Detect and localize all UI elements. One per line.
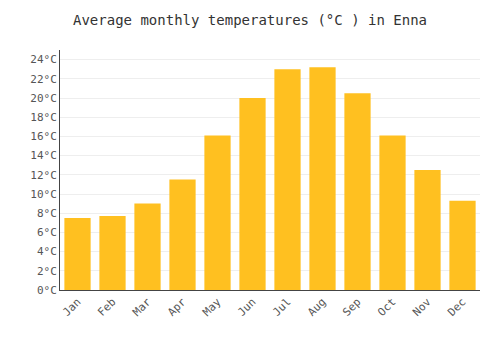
svg-text:Dec: Dec xyxy=(445,296,468,319)
svg-text:Aug: Aug xyxy=(305,296,328,319)
svg-text:14°C: 14°C xyxy=(30,149,57,162)
svg-text:12°C: 12°C xyxy=(30,169,57,182)
svg-text:20°C: 20°C xyxy=(30,92,57,105)
svg-text:6°C: 6°C xyxy=(37,226,57,239)
svg-text:May: May xyxy=(200,295,224,319)
svg-text:10°C: 10°C xyxy=(30,188,57,201)
svg-text:Mar: Mar xyxy=(130,295,154,319)
svg-text:8°C: 8°C xyxy=(37,207,57,220)
svg-text:22°C: 22°C xyxy=(30,73,57,86)
svg-text:Feb: Feb xyxy=(95,296,118,319)
svg-text:Jul: Jul xyxy=(270,296,293,319)
svg-text:Apr: Apr xyxy=(165,295,189,319)
svg-text:Jun: Jun xyxy=(235,296,258,319)
svg-text:24°C: 24°C xyxy=(30,53,57,66)
svg-text:Average monthly temperatures (: Average monthly temperatures (°C ) in En… xyxy=(73,12,427,28)
svg-text:2°C: 2°C xyxy=(37,265,57,278)
svg-text:Oct: Oct xyxy=(375,296,398,319)
svg-text:Jan: Jan xyxy=(60,296,83,319)
svg-text:0°C: 0°C xyxy=(37,284,57,297)
svg-text:4°C: 4°C xyxy=(37,245,57,258)
svg-text:Sep: Sep xyxy=(340,296,363,319)
svg-text:18°C: 18°C xyxy=(30,111,57,124)
svg-text:Nov: Nov xyxy=(410,295,434,319)
svg-text:16°C: 16°C xyxy=(30,130,57,143)
